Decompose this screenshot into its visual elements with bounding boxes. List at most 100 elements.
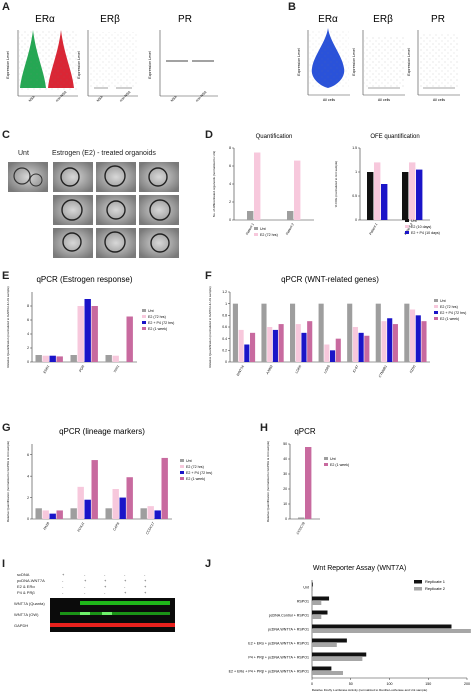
- bar: [267, 327, 273, 362]
- svg-text:+: +: [124, 590, 127, 595]
- legend-label: E2 + P4 (72 hrs): [186, 471, 212, 475]
- y-tick-label: 6: [27, 453, 29, 457]
- y-tick-label: 1: [225, 302, 227, 306]
- blot-row-label-1: scDNA: [17, 572, 30, 577]
- bar: [312, 666, 332, 671]
- category-label: CTNNB1: [378, 364, 388, 378]
- y-tick-label: 2: [27, 346, 29, 350]
- y-tick-label: 0.4: [222, 337, 227, 341]
- y-tick-label: 4: [229, 182, 231, 186]
- category-label: Ki-67: [352, 364, 359, 373]
- legend-swatch: [254, 227, 258, 230]
- svg-text:-: -: [62, 590, 64, 595]
- y-tick-label: 10: [283, 502, 287, 506]
- category-label: PGR: [78, 364, 85, 373]
- chart-title: Quantification: [256, 134, 293, 140]
- legend-label: E2 (72 hrs): [260, 233, 278, 237]
- y-tick-label: 0.6: [222, 325, 227, 329]
- a-xlabel-nsa-3: NSA: [170, 94, 178, 102]
- legend-label: Replicate 2: [425, 586, 446, 591]
- svg-text:-: -: [124, 584, 126, 589]
- category-label: E2 + ERα + P4 + PRβ + pcDNA.WNT7A + RSPO…: [229, 669, 309, 673]
- bar: [312, 638, 347, 643]
- legend-label: E2 (1 week): [148, 327, 167, 331]
- a-title-era: ERα: [35, 14, 55, 25]
- bar: [421, 321, 427, 362]
- category-label: Patient 1: [245, 222, 255, 235]
- bar: [404, 303, 410, 362]
- legend-swatch: [142, 327, 146, 330]
- y-tick-label: 2: [229, 200, 231, 204]
- bar: [105, 355, 112, 362]
- legend-swatch: [434, 305, 438, 308]
- svg-text:-: -: [62, 578, 64, 583]
- bar: [312, 610, 328, 615]
- bar: [35, 508, 42, 519]
- panel-letter-b: B: [288, 1, 296, 13]
- bar: [307, 321, 313, 362]
- chart-title: Wnt Reporter Assay (WNT7A): [313, 565, 406, 572]
- blot-image: [50, 598, 175, 632]
- bar: [402, 172, 409, 220]
- legend-label: E2 (72 hrs): [148, 315, 166, 319]
- blot-row-label-3: E2 & ERα: [17, 584, 35, 589]
- chart-e-qpcr-estrogen: qPCR (Estrogen response) Relative Quantif…: [6, 275, 174, 374]
- x-axis-label: Relative Firefly Luciferase Activity (no…: [312, 688, 428, 692]
- svg-text:+: +: [124, 578, 127, 583]
- svg-text:+: +: [144, 578, 147, 583]
- category-label: FOXJ1: [77, 521, 86, 532]
- y-tick-label: 0: [229, 218, 231, 222]
- bar: [49, 513, 56, 519]
- x-tick-label: 0: [311, 682, 313, 686]
- bar: [70, 355, 77, 362]
- y-axis-label: Relative Quantification (normalized to G…: [6, 286, 10, 367]
- legend-swatch: [324, 463, 328, 466]
- chart-title: qPCR (Estrogen response): [36, 275, 132, 284]
- a-title-pr: PR: [178, 14, 192, 25]
- bar: [312, 596, 330, 601]
- y-tick-label: 4: [27, 332, 29, 336]
- bar: [358, 332, 364, 362]
- legend-swatch: [414, 580, 422, 584]
- legend-label: Unt: [260, 227, 266, 231]
- bar: [287, 211, 294, 220]
- legend-label: E2 (72 hrs): [186, 465, 204, 469]
- bar: [312, 652, 367, 657]
- panel-a-violins: ERα ERβ PR Expression Level NSA non-NSA …: [6, 14, 218, 103]
- y-tick-label: 0: [225, 360, 227, 364]
- blot-row-label-4: P4 & PRβ: [17, 590, 35, 595]
- bar: [416, 169, 423, 220]
- chart-title: qPCR (lineage markers): [59, 427, 145, 436]
- bar: [56, 510, 63, 519]
- panel-letter-e: E: [2, 270, 10, 282]
- bar: [324, 344, 330, 362]
- b-ylabel: Expression Level: [297, 48, 301, 76]
- bar: [70, 508, 77, 519]
- bar: [312, 624, 452, 629]
- svg-text:+: +: [144, 590, 147, 595]
- category-label: pcDNA.Control + RSPO1: [269, 613, 309, 617]
- bar: [232, 303, 238, 362]
- b-ylabel-2: Expression Level: [352, 48, 356, 76]
- chart-f-qpcr-wnt: qPCR (WNT-related genes) Relative Quantif…: [208, 275, 466, 378]
- y-tick-label: 0: [355, 218, 357, 222]
- y-tick-label: 20: [283, 487, 287, 491]
- legend-label: E2 (1 week): [440, 317, 459, 321]
- category-label: Unt: [303, 585, 309, 589]
- bar: [298, 517, 305, 519]
- y-tick-label: 0.8: [222, 314, 227, 318]
- bar: [312, 601, 322, 605]
- svg-text:-: -: [144, 572, 146, 577]
- legend-swatch: [180, 465, 184, 468]
- x-tick-label: 100: [387, 682, 393, 686]
- svg-text:+: +: [144, 584, 147, 589]
- category-label: CCDC78: [296, 521, 306, 535]
- y-tick-label: 1.2: [222, 290, 227, 294]
- a-ylabel: Expression Level: [6, 51, 10, 79]
- micrographs-treated: [53, 162, 179, 258]
- bar: [381, 321, 387, 362]
- b-title-pr: PR: [431, 14, 445, 25]
- category-label: E2 + ERα + pcDNA.WNT7A + RSPO1: [248, 641, 309, 645]
- bar: [375, 303, 381, 362]
- bar: [374, 162, 381, 220]
